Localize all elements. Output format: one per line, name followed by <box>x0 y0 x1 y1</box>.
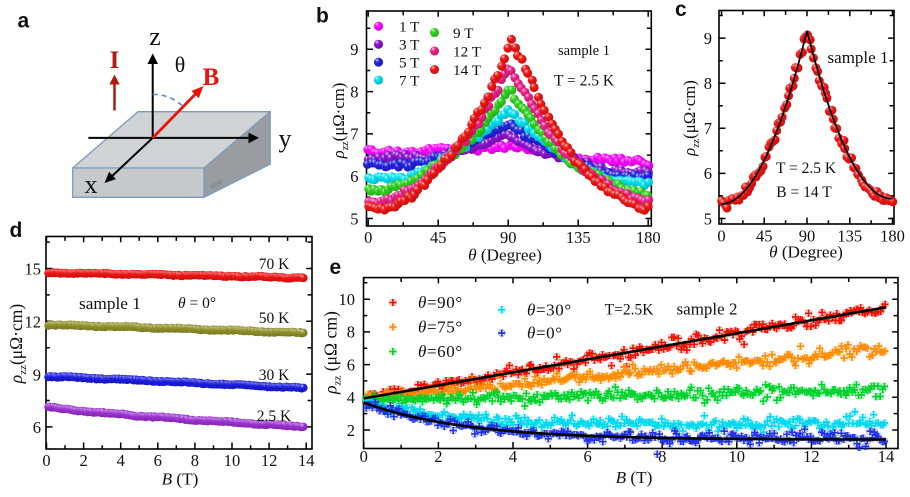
svg-text:ρzz(μΩ·cm): ρzz(μΩ·cm) <box>329 83 351 160</box>
svg-text:1 T: 1 T <box>399 19 420 36</box>
svg-text:θ=30°: θ=30° <box>527 301 572 320</box>
svg-text:2.5 K: 2.5 K <box>257 408 292 425</box>
svg-text:8: 8 <box>704 74 712 93</box>
svg-text:8: 8 <box>658 447 666 466</box>
svg-text:9: 9 <box>350 40 358 59</box>
svg-text:5: 5 <box>704 209 712 228</box>
svg-text:0: 0 <box>42 451 50 470</box>
svg-text:I: I <box>110 47 120 74</box>
svg-text:ρzz(μΩ·cm): ρzz(μΩ·cm) <box>680 80 702 157</box>
svg-text:135: 135 <box>837 227 862 246</box>
svg-text:14 T: 14 T <box>453 62 482 79</box>
svg-text:135: 135 <box>566 228 591 247</box>
svg-text:B (T): B (T) <box>162 470 199 489</box>
svg-text:sample 2: sample 2 <box>677 300 738 319</box>
svg-text:10: 10 <box>729 447 746 466</box>
svg-text:x: x <box>85 170 98 199</box>
svg-text:12: 12 <box>803 447 820 466</box>
svg-text:14: 14 <box>298 451 315 470</box>
svg-text:8: 8 <box>347 323 355 342</box>
svg-text:T=2.5K: T=2.5K <box>605 302 655 319</box>
svg-text:9 T: 9 T <box>453 25 474 42</box>
svg-text:7: 7 <box>350 125 358 144</box>
svg-text:6: 6 <box>350 167 358 186</box>
svg-text:T = 2.5 K: T = 2.5 K <box>554 73 615 90</box>
svg-text:sample 1: sample 1 <box>828 48 889 67</box>
svg-text:12: 12 <box>25 313 42 332</box>
svg-text:12: 12 <box>261 451 278 470</box>
svg-text:θ = 0°: θ = 0° <box>178 295 216 312</box>
svg-text:0: 0 <box>360 447 368 466</box>
svg-text:y: y <box>279 124 292 153</box>
svg-text:30 K: 30 K <box>259 367 290 384</box>
svg-text:B = 14 T: B = 14 T <box>776 184 832 201</box>
svg-text:3 T: 3 T <box>399 37 420 54</box>
svg-text:z: z <box>149 22 161 51</box>
svg-text:15: 15 <box>25 260 42 279</box>
svg-text:7: 7 <box>704 119 712 138</box>
svg-text:b: b <box>316 5 329 28</box>
svg-text:6: 6 <box>33 418 41 437</box>
svg-text:45: 45 <box>430 228 447 247</box>
svg-text:6: 6 <box>347 355 355 374</box>
svg-text:θ=60°: θ=60° <box>418 342 463 361</box>
svg-text:ρzz(μΩ·cm): ρzz(μΩ·cm) <box>6 304 29 385</box>
svg-text:0: 0 <box>364 228 372 247</box>
svg-text:9: 9 <box>33 365 41 384</box>
svg-text:6: 6 <box>583 447 591 466</box>
svg-text:θ=75°: θ=75° <box>418 318 463 337</box>
svg-text:70 K: 70 K <box>259 256 290 273</box>
svg-text:90: 90 <box>500 228 517 247</box>
svg-text:45: 45 <box>756 227 773 246</box>
svg-text:θ=90°: θ=90° <box>418 293 463 312</box>
svg-text:c: c <box>675 0 687 21</box>
svg-text:10: 10 <box>224 451 241 470</box>
svg-text:90: 90 <box>799 227 816 246</box>
svg-text:sample 1: sample 1 <box>79 294 141 313</box>
svg-text:6: 6 <box>704 164 712 183</box>
svg-text:14: 14 <box>878 447 895 466</box>
svg-text:θ (Degree): θ (Degree) <box>769 243 843 262</box>
svg-text:a: a <box>18 10 30 33</box>
svg-text:2: 2 <box>434 447 442 466</box>
svg-text:12 T: 12 T <box>453 43 482 60</box>
svg-text:2: 2 <box>79 451 87 470</box>
svg-text:7 T: 7 T <box>399 72 420 89</box>
svg-text:2: 2 <box>347 421 355 440</box>
svg-text:9: 9 <box>704 29 712 48</box>
svg-text:d: d <box>10 219 23 242</box>
svg-text:4: 4 <box>509 447 517 466</box>
svg-text:5 T: 5 T <box>399 55 420 72</box>
svg-text:θ (Degree): θ (Degree) <box>468 246 542 265</box>
svg-text:θ=0°: θ=0° <box>527 324 563 343</box>
svg-text:0: 0 <box>717 227 725 246</box>
svg-text:4: 4 <box>347 388 355 407</box>
svg-text:ρzz (μΩ cm): ρzz (μΩ cm) <box>320 311 343 395</box>
svg-text:B: B <box>203 64 220 91</box>
svg-text:180: 180 <box>636 228 661 247</box>
svg-text:50 K: 50 K <box>259 310 290 327</box>
svg-text:8: 8 <box>350 82 358 101</box>
svg-text:sample 1: sample 1 <box>558 43 610 59</box>
svg-text:6: 6 <box>154 451 162 470</box>
svg-text:e: e <box>330 256 342 279</box>
svg-text:10: 10 <box>339 290 356 309</box>
svg-text:180: 180 <box>880 227 905 246</box>
svg-text:θ: θ <box>175 52 186 77</box>
svg-text:8: 8 <box>191 451 199 470</box>
svg-text:T = 2.5 K: T = 2.5 K <box>776 160 837 177</box>
svg-text:4: 4 <box>117 451 125 470</box>
svg-text:5: 5 <box>350 209 358 228</box>
svg-text:B (T): B (T) <box>616 468 653 487</box>
